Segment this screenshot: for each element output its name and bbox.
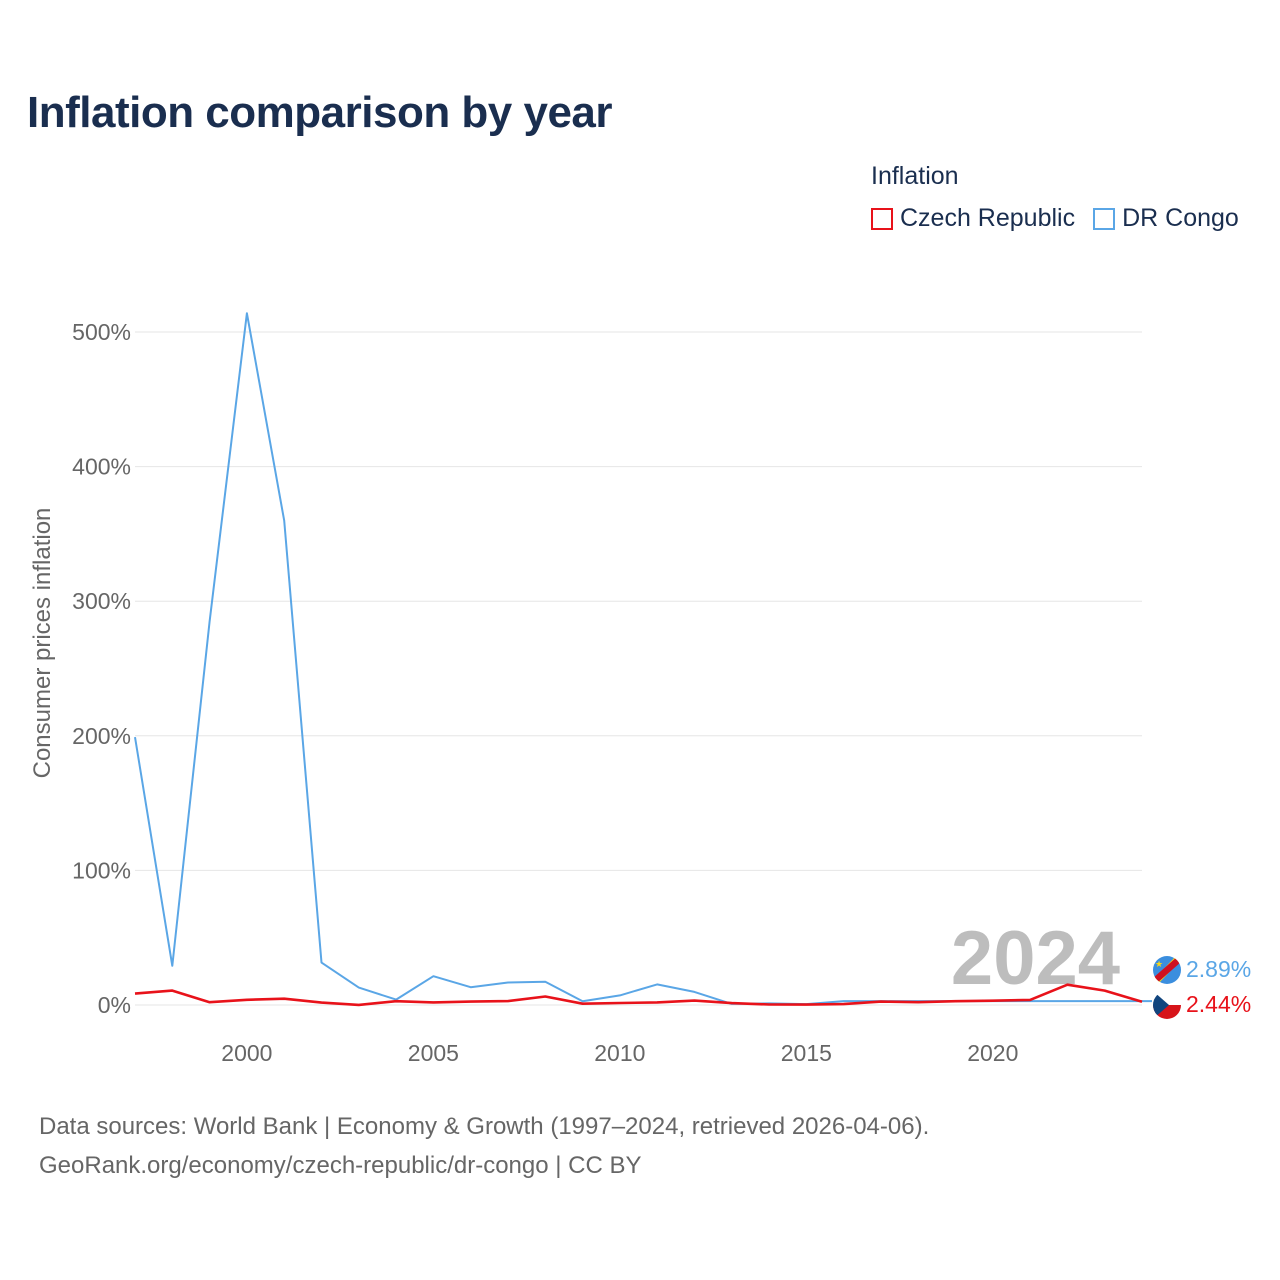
x-axis-ticks: 2000 2005 2010 2015 2020 [221, 1040, 1018, 1066]
y-tick-label: 200% [72, 723, 131, 749]
end-markers: ★ 2.89% 2.44% [1153, 956, 1251, 1019]
czech-end-label: 2.44% [1186, 991, 1251, 1017]
legend-item-dr-congo[interactable]: DR Congo [1093, 204, 1239, 233]
legend-title: Inflation [871, 162, 959, 190]
chart-title: Inflation comparison by year [27, 88, 613, 137]
legend: Czech Republic DR Congo [871, 204, 1239, 233]
dr-congo-end-label: 2.89% [1186, 956, 1251, 982]
legend-item-czech-republic[interactable]: Czech Republic [871, 204, 1075, 233]
y-tick-label: 300% [72, 588, 131, 614]
x-tick-label: 2010 [594, 1040, 645, 1066]
series-line-czech-republic[interactable] [134, 983, 1143, 1007]
y-axis-label: Consumer prices inflation [29, 508, 56, 779]
legend-label-dr-congo: DR Congo [1122, 204, 1239, 232]
line-chart: 0%100%200%300%400%500% 2000 2005 2010 2015 2… [29, 312, 1251, 1066]
legend-swatch-dr-congo [1093, 207, 1116, 230]
x-tick-label: 2015 [781, 1040, 832, 1066]
x-tick-label: 2020 [967, 1040, 1018, 1066]
y-tick-label: 100% [72, 857, 131, 883]
legend-label-czech-republic: Czech Republic [900, 204, 1076, 232]
grid-lines [135, 331, 1142, 1006]
series-line-dr-congo[interactable] [134, 312, 1152, 1006]
footer-sources: Data sources: World Bank | Economy & Gro… [39, 1113, 930, 1140]
svg-text:★: ★ [1155, 959, 1163, 969]
footer: Data sources: World Bank | Economy & Gro… [39, 1107, 929, 1185]
y-tick-label: 0% [98, 992, 131, 1018]
dr-congo-flag-icon: ★ [1153, 956, 1181, 984]
y-tick-label: 500% [72, 319, 131, 345]
x-tick-label: 2005 [408, 1040, 459, 1066]
y-tick-label: 400% [72, 454, 131, 480]
year-watermark: 2024 [951, 916, 1120, 1001]
footer-link[interactable]: GeoRank.org/economy/czech-republic/dr-co… [39, 1152, 642, 1179]
y-axis-ticks: 0% 100% 200% 300% 400% 500% [72, 319, 131, 1018]
legend-swatch-czech-republic [871, 207, 893, 230]
series-group [134, 312, 1152, 1007]
x-tick-label: 2000 [221, 1040, 272, 1066]
czech-flag-icon [1153, 991, 1181, 1019]
